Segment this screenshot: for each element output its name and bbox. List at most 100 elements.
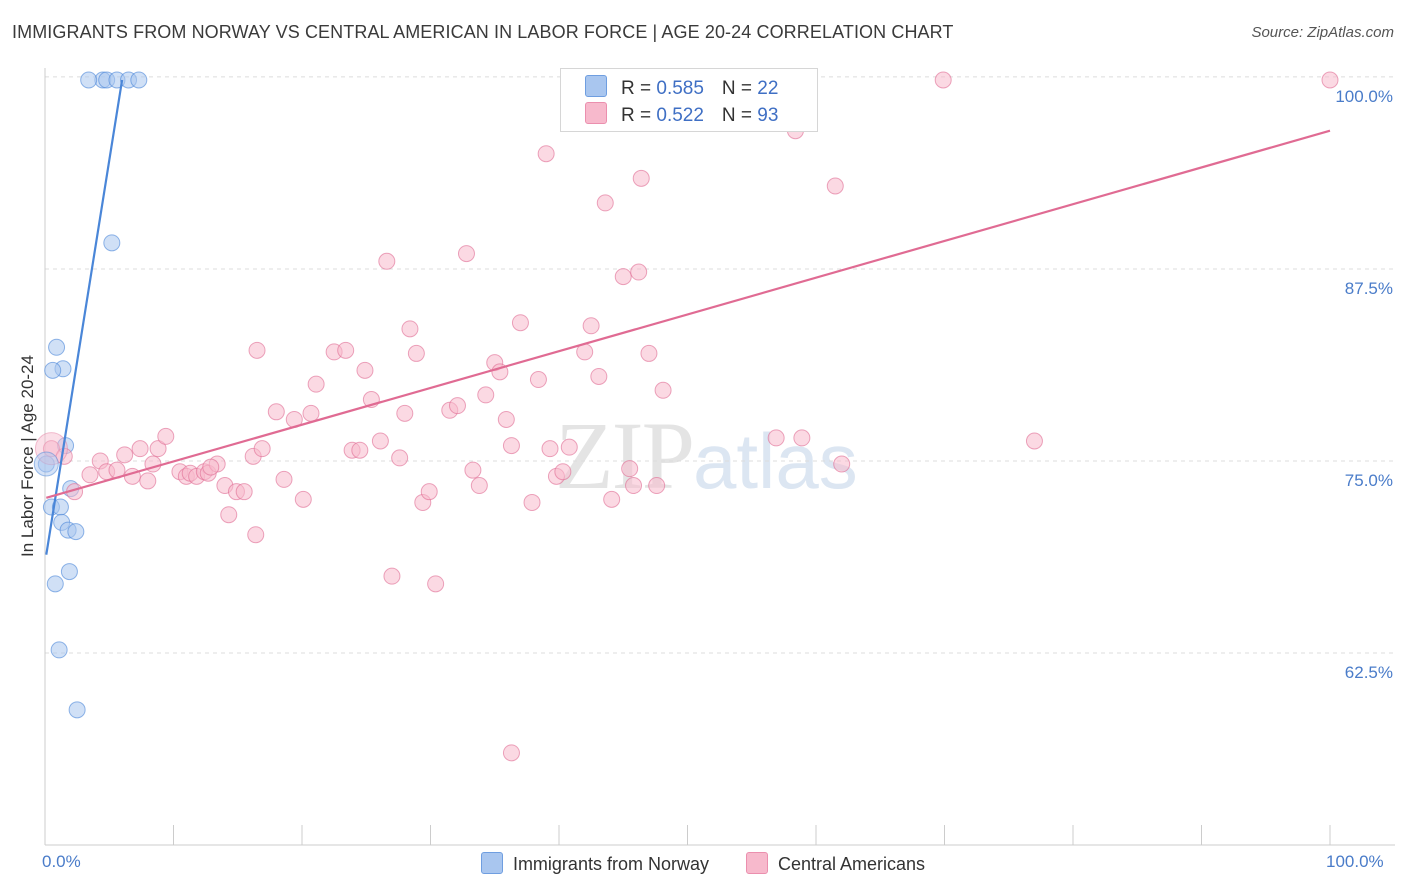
grid-lines <box>45 76 1395 654</box>
central-point-39[interactable] <box>351 441 369 459</box>
central-point-44[interactable] <box>378 252 396 270</box>
central-point-64[interactable] <box>529 371 547 389</box>
legend-row-central: R = 0.522 N = 93 <box>585 102 778 126</box>
central-point-60[interactable] <box>497 410 515 428</box>
central-point-87[interactable] <box>833 455 851 473</box>
central-point-89[interactable] <box>826 177 844 195</box>
central-point-8[interactable] <box>131 440 149 458</box>
central-point-3[interactable] <box>81 466 99 484</box>
central-point-23[interactable] <box>220 506 238 524</box>
central-point-25[interactable] <box>235 483 253 501</box>
norway-point-17[interactable] <box>67 523 85 541</box>
central-point-92[interactable] <box>502 744 520 762</box>
central-point-13[interactable] <box>157 427 175 445</box>
norway-point-20[interactable] <box>50 641 68 659</box>
norway-point-9[interactable] <box>44 361 62 379</box>
central-point-7[interactable] <box>116 446 134 464</box>
central-point-80[interactable] <box>640 344 658 362</box>
central-point-61[interactable] <box>502 437 520 455</box>
central-point-68[interactable] <box>554 463 572 481</box>
central-point-21[interactable] <box>202 458 220 476</box>
norway-point-19[interactable] <box>46 575 64 593</box>
legend-item-central[interactable]: Central Americans <box>745 852 925 875</box>
central-point-30[interactable] <box>275 470 293 488</box>
central-point-88[interactable] <box>934 71 952 89</box>
central-point-74[interactable] <box>603 490 621 508</box>
y-tick-label-2: 87.5% <box>1345 279 1393 298</box>
central-point-46[interactable] <box>401 320 419 338</box>
central-point-29[interactable] <box>267 403 285 421</box>
norway-point-18[interactable] <box>60 563 78 581</box>
central-point-27[interactable] <box>247 526 265 544</box>
central-point-71[interactable] <box>582 317 600 335</box>
central-point-31[interactable] <box>248 341 266 359</box>
legend-r-value: 0.522 <box>656 105 704 126</box>
central-point-55[interactable] <box>464 461 482 479</box>
central-point-40[interactable] <box>356 361 374 379</box>
central-point-75[interactable] <box>614 268 632 286</box>
central-point-53[interactable] <box>448 397 466 415</box>
central-point-57[interactable] <box>477 386 495 404</box>
norway-point-5[interactable] <box>130 71 148 89</box>
central-point-78[interactable] <box>630 263 648 281</box>
central-point-72[interactable] <box>590 367 608 385</box>
central-trend-line <box>45 129 1331 499</box>
norway-point-6[interactable] <box>103 234 121 252</box>
central-point-73[interactable] <box>596 194 614 212</box>
central-point-91[interactable] <box>1321 71 1339 89</box>
watermark-zip: ZIP <box>555 402 695 509</box>
y-tick-labels: 62.5% 75.0% 87.5% 100.0% <box>1335 87 1393 682</box>
legend-n-label: N = <box>721 105 758 126</box>
legend-swatch-norway <box>480 852 503 874</box>
central-point-12[interactable] <box>149 440 167 458</box>
y-tick-label-1: 75.0% <box>1345 471 1393 490</box>
legend-n-value: 22 <box>757 78 779 99</box>
central-point-34[interactable] <box>307 375 325 393</box>
central-point-81[interactable] <box>648 477 666 495</box>
central-point-77[interactable] <box>625 477 643 495</box>
central-point-54[interactable] <box>457 245 475 263</box>
central-point-45[interactable] <box>396 404 414 422</box>
central-point-50[interactable] <box>427 575 445 593</box>
norway-point-7[interactable] <box>48 338 66 356</box>
central-point-42[interactable] <box>371 432 389 450</box>
legend-label-norway: Immigrants from Norway <box>512 854 709 874</box>
legend-swatch-norway <box>585 75 607 97</box>
central-point-76[interactable] <box>621 460 639 478</box>
central-point-43[interactable] <box>391 449 409 467</box>
central-point-65[interactable] <box>537 145 555 163</box>
central-point-69[interactable] <box>560 438 578 456</box>
central-point-90[interactable] <box>1025 432 1043 450</box>
central-point-49[interactable] <box>420 483 438 501</box>
chart-title: IMMIGRANTS FROM NORWAY VS CENTRAL AMERIC… <box>12 22 954 42</box>
central-point-37[interactable] <box>337 341 355 359</box>
central-point-84[interactable] <box>767 429 785 447</box>
y-tick-label-3: 100.0% <box>1335 87 1393 106</box>
central-point-86[interactable] <box>793 429 811 447</box>
central-point-63[interactable] <box>523 493 541 511</box>
y-axis-label: In Labor Force | Age 20-24 <box>18 355 37 557</box>
legend-swatch-central <box>585 102 607 124</box>
central-point-62[interactable] <box>511 314 529 332</box>
central-point-66[interactable] <box>541 440 559 458</box>
central-point-10[interactable] <box>139 472 157 490</box>
norway-point-1[interactable] <box>80 71 98 89</box>
legend-r-label: R = <box>621 78 657 99</box>
norway-point-21[interactable] <box>68 701 86 719</box>
central-point-51[interactable] <box>383 567 401 585</box>
central-point-79[interactable] <box>632 169 650 187</box>
legend-row-norway: R = 0.585 N = 22 <box>585 75 778 99</box>
legend-r-value: 0.585 <box>656 78 704 99</box>
central-point-82[interactable] <box>654 381 672 399</box>
legend-item-norway[interactable]: Immigrants from Norway <box>480 852 709 875</box>
central-point-33[interactable] <box>294 490 312 508</box>
legend-r-label: R = <box>621 105 657 126</box>
central-point-56[interactable] <box>470 477 488 495</box>
y-tick-label-0: 62.5% <box>1345 663 1393 682</box>
norway-cluster-point[interactable] <box>33 451 59 477</box>
series-legend: Immigrants from Norway Central Americans <box>0 852 1406 875</box>
central-point-28[interactable] <box>253 440 271 458</box>
central-point-35[interactable] <box>302 404 320 422</box>
central-point-47[interactable] <box>407 344 425 362</box>
